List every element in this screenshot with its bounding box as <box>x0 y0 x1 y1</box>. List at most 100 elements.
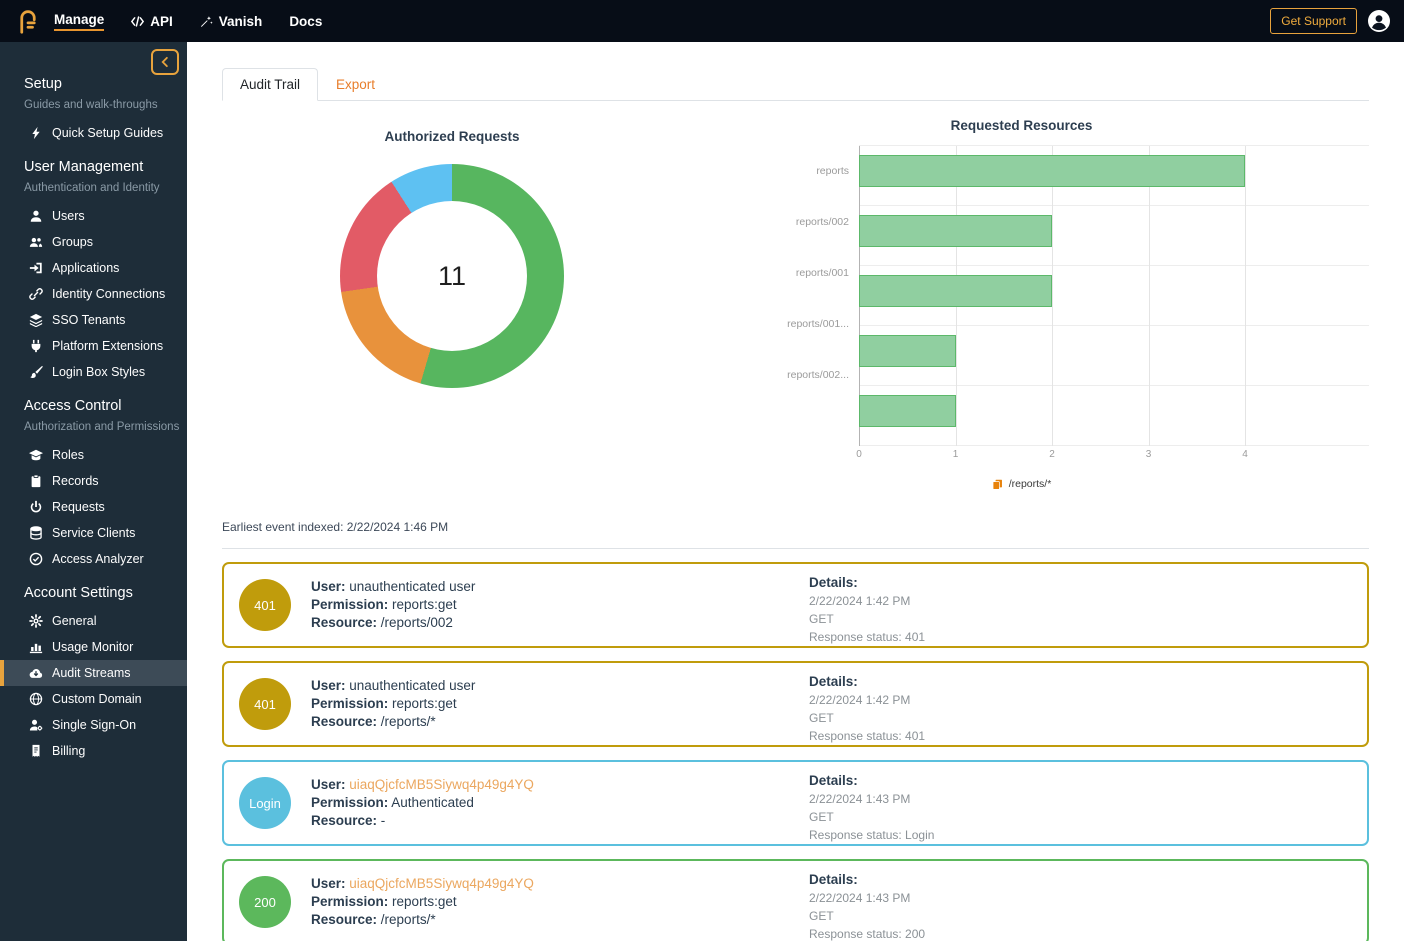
detail-line: 2/22/2024 1:43 PM <box>809 891 911 905</box>
sidebar-collapse-button[interactable] <box>151 49 179 75</box>
x-tick-label: 4 <box>1242 449 1248 460</box>
sidebar-item[interactable]: Groups <box>0 229 187 255</box>
tab[interactable]: Export <box>336 77 376 92</box>
get-support-button[interactable]: Get Support <box>1270 8 1357 34</box>
bar-row <box>859 395 1369 446</box>
top-navbar: Manage API Vanish Docs Get Support <box>0 0 1404 42</box>
users-icon <box>29 235 43 249</box>
sidebar: Setup Guides and walk-throughs Quick Set… <box>0 42 187 941</box>
nav-link[interactable]: API <box>131 14 173 29</box>
sidebar-item[interactable]: Applications <box>0 255 187 281</box>
x-tick-label: 3 <box>1145 449 1152 460</box>
user-icon <box>29 209 43 223</box>
entry-details: Details: 2/22/2024 1:43 PM GET Response st… <box>809 872 925 941</box>
entry-info: User: uiaqQjcfcMB5Siywq4p49g4YQ Permissi… <box>311 776 534 830</box>
user-line: User: unauthenticated user <box>311 579 476 594</box>
user-line: User: unauthenticated user <box>311 678 476 693</box>
gridline <box>1245 146 1247 446</box>
permission-line: Permission: reports:get <box>311 696 457 711</box>
brand-logo-icon[interactable] <box>18 8 38 34</box>
divider <box>222 548 1369 549</box>
tabs: Audit Trail Export <box>222 68 1369 101</box>
permission-value: reports:get <box>392 597 457 612</box>
primary-nav: Manage API Vanish Docs <box>54 12 322 31</box>
bar <box>859 215 1053 247</box>
section-title: User Management <box>24 159 144 175</box>
audit-log-list: 401 User: unauthenticated user Permissio… <box>222 562 1369 941</box>
details-heading: Details: <box>809 674 858 689</box>
sidebar-item[interactable]: Usage Monitor <box>0 634 187 660</box>
sidebar-item[interactable]: Users <box>0 203 187 229</box>
permission-line: Permission: Authenticated <box>311 795 474 810</box>
user-line: User: uiaqQjcfcMB5Siywq4p49g4YQ <box>311 876 534 891</box>
detail-line: 2/22/2024 1:43 PM <box>809 792 911 806</box>
user-value: unauthenticated user <box>349 579 476 594</box>
sidebar-item[interactable]: Custom Domain <box>0 686 187 712</box>
entry-details: Details: 2/22/2024 1:42 PM GET Response st… <box>809 674 925 745</box>
sidebar-item[interactable]: Quick Setup Guides <box>0 120 187 146</box>
globe-icon <box>29 692 43 706</box>
x-tick-label: 0 <box>856 449 862 460</box>
sidebar-item[interactable]: Platform Extensions <box>0 333 187 359</box>
sidebar-item[interactable]: General <box>0 608 187 634</box>
link-icon <box>29 287 43 301</box>
gear-icon <box>29 614 43 628</box>
donut-chart-title: Authorized Requests <box>384 129 520 144</box>
details-lines: 2/22/2024 1:42 PM GET Response status: 401 <box>809 691 925 745</box>
sidebar-item[interactable]: Identity Connections <box>0 281 187 307</box>
details-lines: 2/22/2024 1:43 PM GET Response status: Log… <box>809 790 934 844</box>
sidebar-item[interactable]: Requests <box>0 494 187 520</box>
sidebar-item[interactable]: SSO Tenants <box>0 307 187 333</box>
bar-row <box>859 335 1369 386</box>
resource-line: Resource: /reports/* <box>311 912 436 927</box>
detail-line: GET <box>809 612 834 626</box>
status-badge: 401 <box>239 579 291 631</box>
resource-line: Resource: /reports/* <box>311 714 436 729</box>
authorized-requests-chart: Authorized Requests 11 <box>222 113 682 490</box>
user-gear-icon <box>29 718 43 732</box>
chart-icon <box>29 640 43 654</box>
bar <box>859 155 1246 187</box>
sidebar-item[interactable]: Access Analyzer <box>0 546 187 572</box>
sidebar-item[interactable]: Billing <box>0 738 187 764</box>
nav-link[interactable]: Docs <box>289 13 323 29</box>
avatar[interactable] <box>1368 10 1390 32</box>
details-heading: Details: <box>809 872 858 887</box>
sidebar-item[interactable]: Roles <box>0 442 187 468</box>
bar-category-label: reports/002... <box>787 368 849 381</box>
sidebar-section-user-management: User Management Authentication and Ident… <box>0 159 187 385</box>
nav-link[interactable]: Manage <box>54 12 105 31</box>
detail-line: Response status: 401 <box>809 729 926 743</box>
bar-row <box>859 155 1369 206</box>
status-badge: Login <box>239 777 291 829</box>
sidebar-item[interactable]: Records <box>0 468 187 494</box>
x-tick-label: 2 <box>1049 449 1055 460</box>
chart-legend[interactable]: /reports/* <box>789 478 1369 490</box>
bar-category-label: reports/002 <box>795 215 849 228</box>
sidebar-item[interactable]: Single Sign-On <box>0 712 187 738</box>
sidebar-item[interactable]: Login Box Styles <box>0 359 187 385</box>
status-badge: 401 <box>239 678 291 730</box>
donut-center-value: 11 <box>437 260 467 291</box>
vanish-icon <box>200 15 213 28</box>
detail-line: GET <box>809 711 834 725</box>
tab[interactable]: Audit Trail <box>222 68 319 101</box>
bar-category-label: reports/001 <box>795 266 849 279</box>
bar-category-label: reports/001... <box>787 317 849 330</box>
section-subtitle: Authentication and Identity <box>24 182 160 194</box>
graduation-cap-icon <box>29 448 43 462</box>
user-value: uiaqQjcfcMB5Siywq4p49g4YQ <box>349 777 534 792</box>
sidebar-item[interactable]: Audit Streams <box>0 660 187 686</box>
resource-line: Resource: /reports/002 <box>311 615 453 630</box>
bolt-icon <box>29 126 43 140</box>
bar-chart-title: Requested Resources <box>950 118 1093 133</box>
resource-value: /reports/* <box>380 912 436 927</box>
section-subtitle: Guides and walk-throughs <box>24 99 158 111</box>
gridline <box>1148 146 1150 446</box>
entry-info: User: unauthenticated user Permission: r… <box>311 677 475 731</box>
entry-details: Details: 2/22/2024 1:42 PM GET Response st… <box>809 575 925 646</box>
sidebar-item[interactable]: Service Clients <box>0 520 187 546</box>
sidebar-section-access-control: Access Control Authorization and Permiss… <box>0 398 187 572</box>
nav-link[interactable]: Vanish <box>200 14 262 29</box>
user-line: User: uiaqQjcfcMB5Siywq4p49g4YQ <box>311 777 534 792</box>
